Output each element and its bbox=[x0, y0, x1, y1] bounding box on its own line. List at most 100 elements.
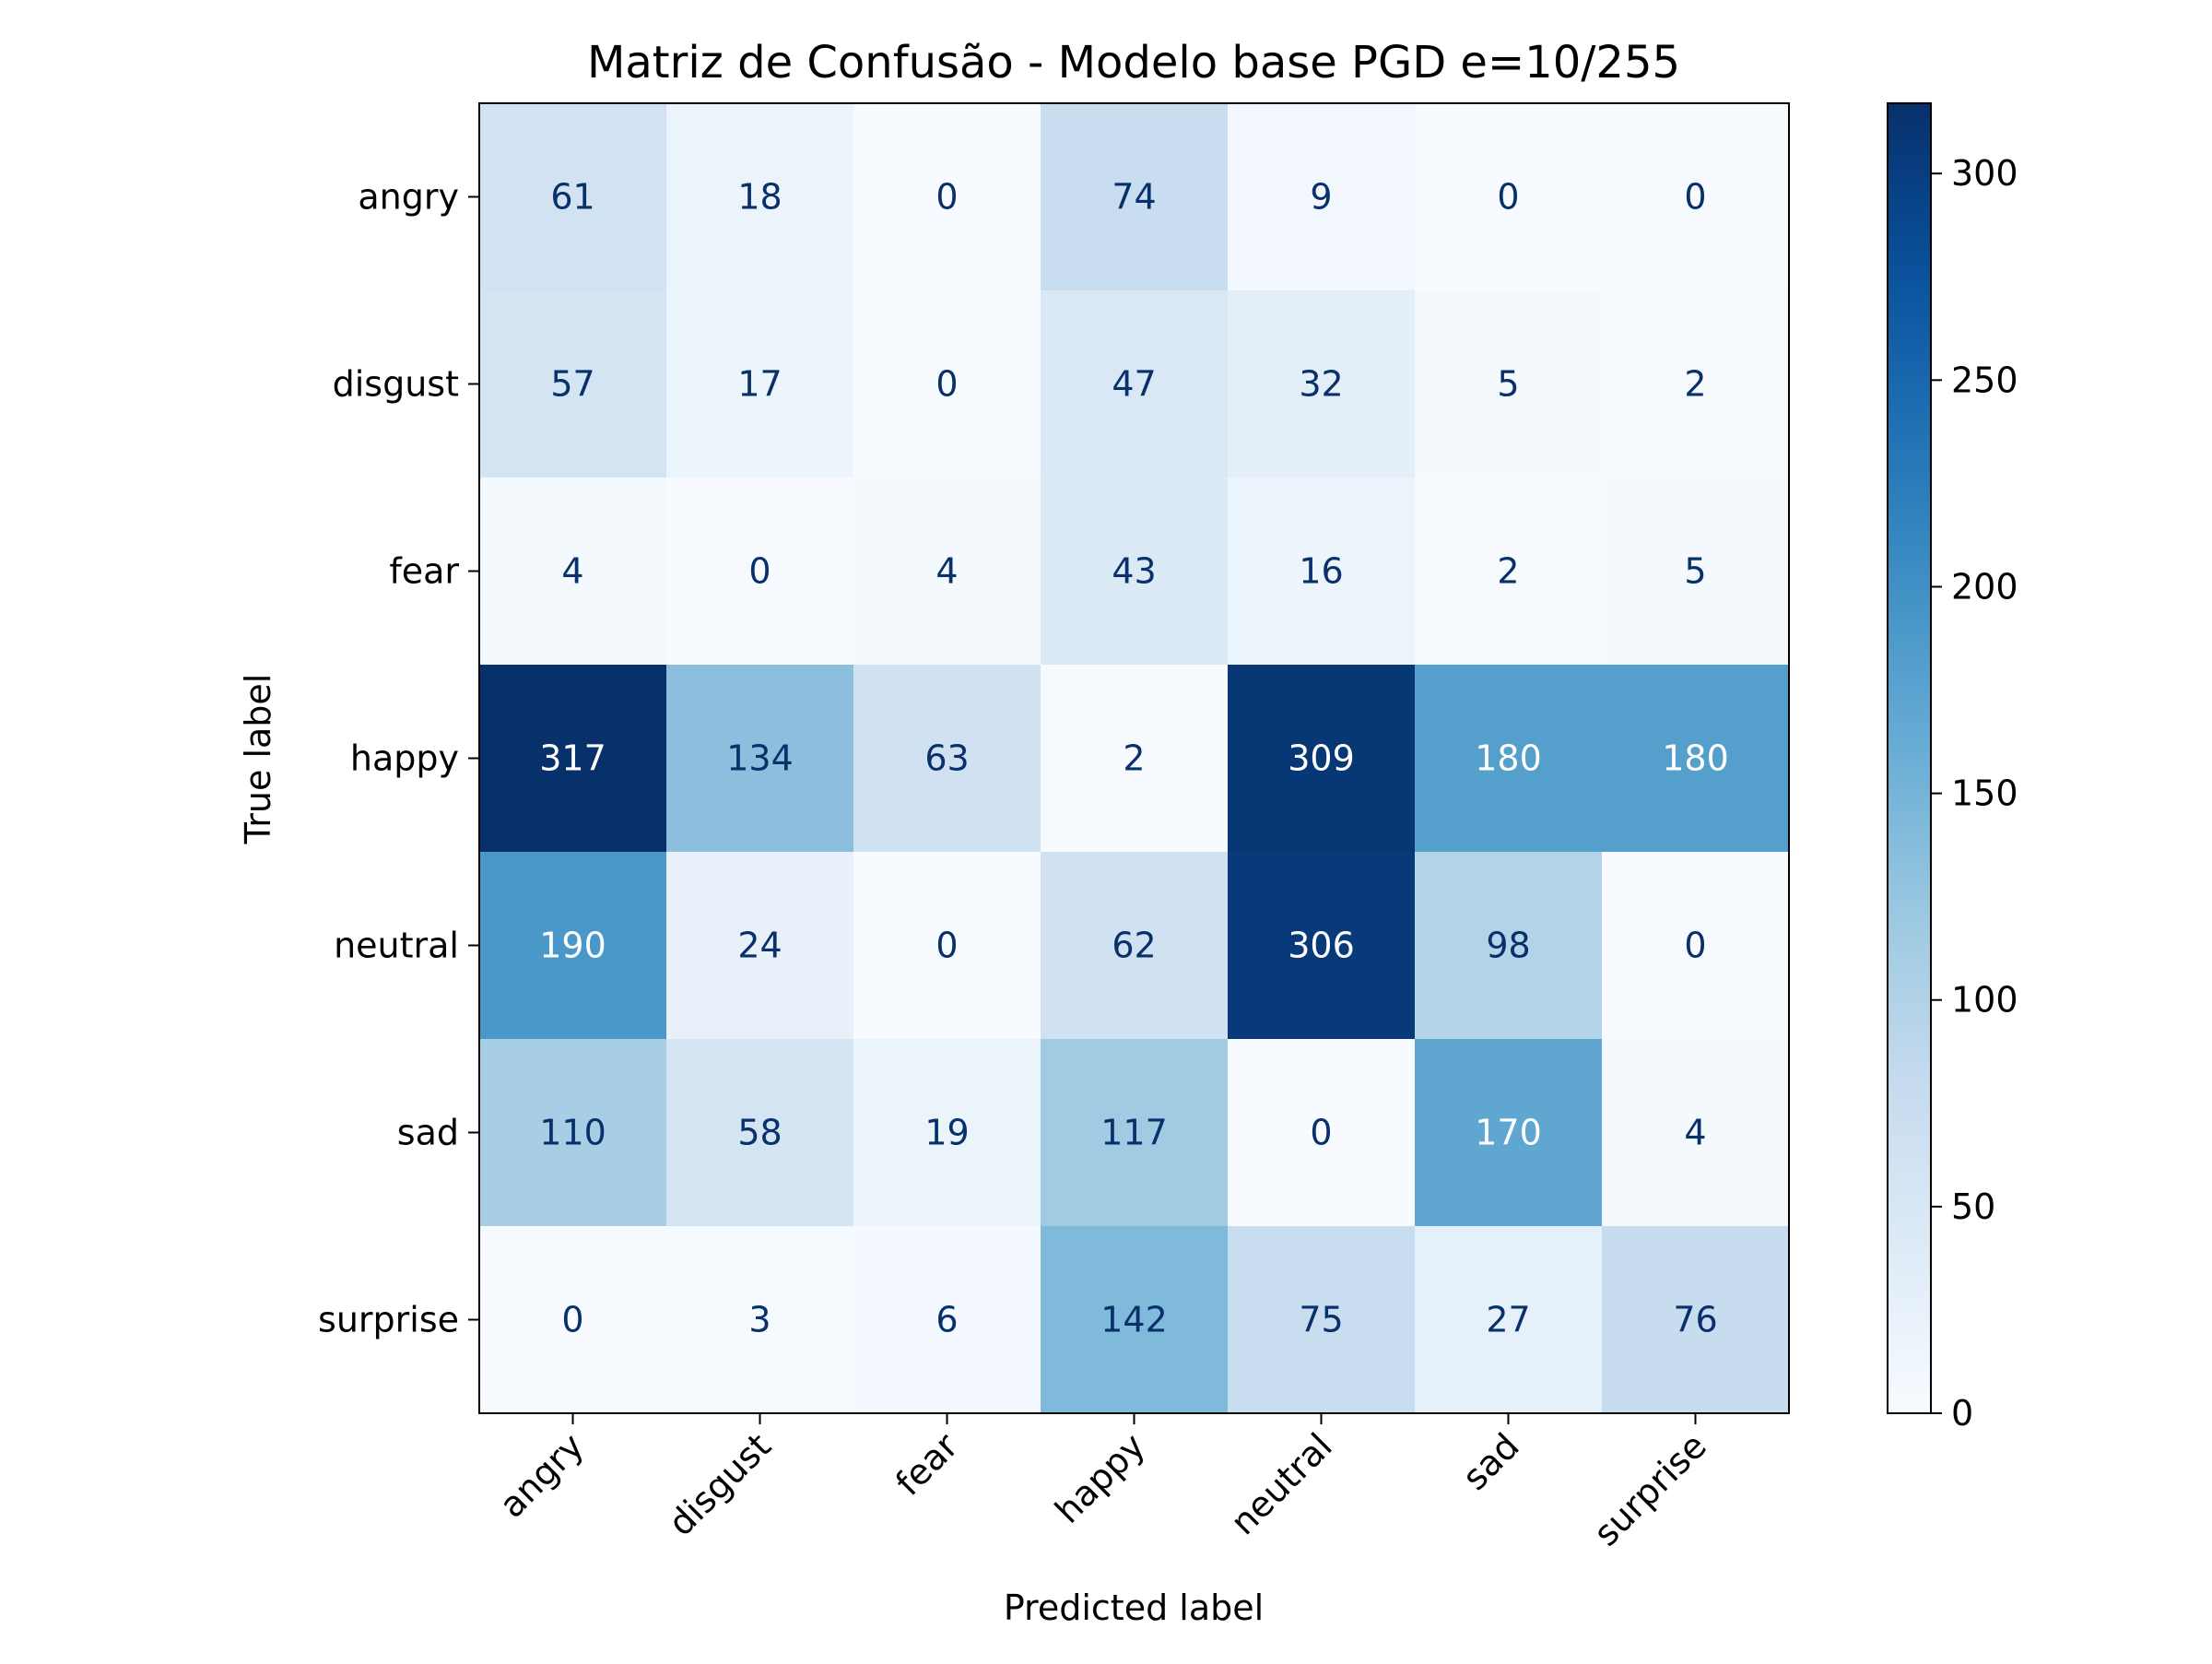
cell-value-label: 170 bbox=[1475, 1113, 1542, 1153]
heatmap-cell bbox=[853, 478, 1041, 666]
heatmap-cell bbox=[1228, 290, 1416, 478]
cell-value-label: 4 bbox=[561, 551, 583, 592]
heatmap-cell bbox=[479, 1226, 667, 1414]
colorbar-ticks: 0 50 100 150 200 250 300 bbox=[1931, 153, 2018, 1434]
heatmap-cell bbox=[666, 290, 854, 478]
heatmap-cell bbox=[1415, 478, 1603, 666]
cell-value-label: 5 bbox=[1684, 551, 1706, 592]
cell-value-label: 76 bbox=[1673, 1300, 1717, 1340]
cell-value-label: 57 bbox=[550, 364, 594, 405]
cell-value-label: 3 bbox=[748, 1300, 771, 1340]
heatmap-cell bbox=[479, 852, 667, 1040]
y-tick-label: angry bbox=[358, 177, 459, 218]
cell-value-label: 0 bbox=[935, 926, 958, 966]
cell-value-label: 0 bbox=[935, 364, 958, 405]
heatmap-cell bbox=[1602, 665, 1790, 853]
heatmap-cell bbox=[666, 103, 854, 291]
colorbar-tick-label: 100 bbox=[1951, 980, 2018, 1021]
y-axis-label: True label bbox=[238, 674, 278, 845]
x-axis-ticks: angry disgust fear happy neutral sad surprise bbox=[491, 1413, 1714, 1554]
cell-value-label: 0 bbox=[1684, 177, 1706, 218]
cell-value-label: 4 bbox=[935, 551, 958, 592]
cell-value-label: 309 bbox=[1288, 738, 1355, 779]
colorbar-tick-label: 0 bbox=[1951, 1393, 1973, 1434]
cell-value-label: 110 bbox=[539, 1113, 606, 1153]
cell-value-label: 306 bbox=[1288, 926, 1355, 966]
cell-value-label: 2 bbox=[1497, 551, 1519, 592]
heatmap-cell bbox=[1415, 1039, 1603, 1227]
cell-value-label: 27 bbox=[1486, 1300, 1530, 1340]
colorbar-tick-label: 200 bbox=[1951, 566, 2018, 607]
cell-value-label: 63 bbox=[924, 738, 969, 779]
cell-value-label: 47 bbox=[1112, 364, 1156, 405]
cell-value-label: 0 bbox=[935, 177, 958, 218]
heatmap-cell bbox=[853, 665, 1041, 853]
cell-value-label: 61 bbox=[550, 177, 594, 218]
heatmap-cell bbox=[1602, 1226, 1790, 1414]
heatmap-cell bbox=[1602, 103, 1790, 291]
x-tick-label: surprise bbox=[1586, 1425, 1714, 1553]
y-axis-ticks: angry disgust fear happy neutral sad surprise bbox=[318, 177, 479, 1340]
heatmap-cell bbox=[853, 1226, 1041, 1414]
heatmap-cell bbox=[479, 1039, 667, 1227]
cell-value-label: 0 bbox=[1497, 177, 1519, 218]
heatmap-cell bbox=[1415, 852, 1603, 1040]
cell-value-label: 2 bbox=[1123, 738, 1145, 779]
heatmap-cell bbox=[853, 852, 1041, 1040]
cell-value-label: 0 bbox=[1310, 1113, 1332, 1153]
heatmap-cell bbox=[1041, 290, 1229, 478]
heatmap-cell bbox=[1415, 103, 1603, 291]
x-tick-label: angry bbox=[491, 1425, 592, 1526]
x-tick-label: sad bbox=[1454, 1425, 1527, 1498]
colorbar-tick-label: 50 bbox=[1951, 1186, 1995, 1227]
cell-value-label: 58 bbox=[737, 1113, 782, 1153]
heatmap-cell bbox=[1041, 1226, 1229, 1414]
cell-value-label: 190 bbox=[539, 926, 606, 966]
heatmap-cell bbox=[1602, 852, 1790, 1040]
heatmap-cell bbox=[666, 1226, 854, 1414]
cell-value-label: 9 bbox=[1310, 177, 1332, 218]
cell-value-label: 0 bbox=[1684, 926, 1706, 966]
y-tick-label: fear bbox=[389, 551, 459, 592]
cell-value-label: 75 bbox=[1299, 1300, 1343, 1340]
cell-value-label: 117 bbox=[1100, 1113, 1168, 1153]
y-tick-label: sad bbox=[397, 1113, 459, 1153]
colorbar bbox=[1887, 102, 1932, 1414]
heatmap-cell bbox=[1602, 1039, 1790, 1227]
heatmap-cell bbox=[1041, 665, 1229, 853]
y-tick-label: neutral bbox=[334, 926, 459, 966]
cell-value-label: 2 bbox=[1684, 364, 1706, 405]
x-axis-label: Predicted label bbox=[1004, 1587, 1264, 1628]
heatmap-cell bbox=[1228, 478, 1416, 666]
heatmap-cells bbox=[479, 103, 1790, 1414]
x-tick-label: disgust bbox=[661, 1425, 779, 1543]
colorbar-tick-label: 300 bbox=[1951, 153, 2018, 194]
cell-value-label: 32 bbox=[1299, 364, 1343, 405]
heatmap-cell bbox=[1228, 1226, 1416, 1414]
heatmap-cell bbox=[1602, 290, 1790, 478]
heatmap-cell bbox=[1228, 852, 1416, 1040]
heatmap-cell bbox=[479, 290, 667, 478]
heatmap-cell bbox=[666, 1039, 854, 1227]
heatmap-cell bbox=[853, 1039, 1041, 1227]
cell-value-label: 317 bbox=[539, 738, 606, 779]
heatmap-cell bbox=[1415, 290, 1603, 478]
colorbar-tick-label: 250 bbox=[1951, 360, 2018, 400]
heatmap-cell bbox=[479, 478, 667, 666]
heatmap-cell bbox=[1041, 478, 1229, 666]
heatmap-cell bbox=[1041, 852, 1229, 1040]
heatmap-cell bbox=[666, 665, 854, 853]
heatmap-cell bbox=[853, 290, 1041, 478]
heatmap-cell bbox=[479, 103, 667, 291]
heatmap-cell bbox=[1228, 1039, 1416, 1227]
y-tick-label: happy bbox=[350, 738, 459, 779]
cell-value-label: 74 bbox=[1112, 177, 1156, 218]
heatmap-cell bbox=[1415, 1226, 1603, 1414]
heatmap-cell bbox=[1228, 665, 1416, 853]
cell-value-label: 43 bbox=[1112, 551, 1156, 592]
cell-value-label: 17 bbox=[737, 364, 782, 405]
chart-title: Matriz de Confusão - Modelo base PGD e=1… bbox=[587, 37, 1680, 89]
